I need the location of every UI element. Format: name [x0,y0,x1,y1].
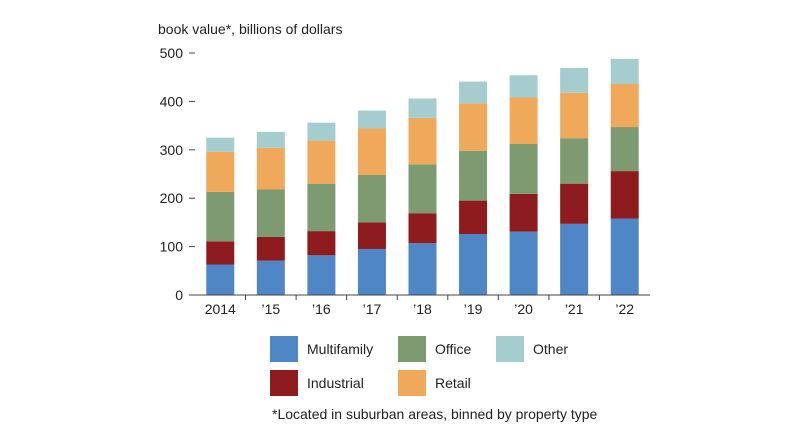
bar-retail-7 [560,92,589,139]
x-tick-label-4: ’18 [413,301,432,317]
bar-multifamily-7 [560,223,589,295]
bar-office-3 [357,174,386,223]
bar-multifamily-8 [610,218,639,295]
bar-industrial-7 [560,183,589,224]
bar-retail-0 [206,151,235,192]
y-tick-label-0: 0 [175,287,183,303]
y-tick-label-5: 500 [160,45,184,61]
legend-item-multifamily: Multifamily [270,336,373,362]
legend-swatch-multifamily [270,336,298,362]
bar-other-0 [206,137,235,152]
legend-label-office: Office [435,341,472,357]
bar-office-4 [408,164,437,214]
x-tick-label-2: ’16 [312,301,331,317]
bar-other-7 [560,68,589,93]
bar-retail-6 [509,97,538,144]
bar-industrial-4 [408,213,437,244]
bar-office-0 [206,191,235,242]
x-axis-ticks: 2014 ’15 ’16 ’17 ’18 ’19 ’20 ’21 ’22 [205,295,634,317]
bar-office-1 [256,189,285,237]
legend-item-other: Other [496,336,568,362]
bar-multifamily-2 [307,255,336,295]
y-tick-label-4: 400 [160,93,184,109]
bar-retail-1 [256,147,285,190]
bar-office-7 [560,138,589,184]
bar-industrial-8 [610,171,639,219]
bar-industrial-1 [256,236,285,261]
legend-swatch-industrial [270,370,298,396]
legend-label-other: Other [533,341,569,357]
x-tick-label-5: ’19 [464,301,483,317]
legend-label-industrial: Industrial [307,375,364,391]
bar-industrial-0 [206,241,235,265]
bar-other-4 [408,98,437,118]
y-axis-label: book value*, billions of dollars [158,21,342,37]
bar-industrial-6 [509,193,538,232]
bar-other-8 [610,58,639,84]
legend-swatch-office [398,336,426,362]
bar-industrial-2 [307,231,336,256]
legend-label-retail: Retail [435,375,471,391]
bar-retail-4 [408,117,437,165]
bar-other-5 [459,81,488,104]
y-axis-ticks: 0 100 200 300 400 500 [160,45,195,303]
bar-industrial-5 [459,200,488,235]
bar-multifamily-5 [459,234,488,295]
legend-item-industrial: Industrial [270,370,364,396]
x-tick-label-3: ’17 [363,301,382,317]
bar-multifamily-3 [357,249,386,295]
bar-retail-2 [307,140,336,184]
bar-multifamily-0 [206,264,235,295]
bar-other-3 [357,110,386,129]
bar-industrial-3 [357,222,386,250]
bar-other-6 [509,75,538,98]
x-tick-label-8: ’22 [615,301,634,317]
x-tick-label-6: ’20 [514,301,533,317]
legend: Multifamily Office Other Industrial Reta… [270,336,600,400]
legend-label-multifamily: Multifamily [307,341,374,357]
bar-office-8 [610,127,639,172]
bar-other-2 [307,122,336,141]
legend-swatch-retail [398,370,426,396]
bar-retail-5 [459,103,488,151]
x-tick-label-0: 2014 [205,301,236,317]
x-tick-label-1: ’15 [261,301,280,317]
bar-other-1 [256,131,285,148]
bar-office-5 [459,150,488,201]
legend-swatch-other [496,336,524,362]
bar-office-6 [509,143,538,194]
y-tick-label-3: 300 [160,142,184,158]
y-tick-label-1: 100 [160,239,184,255]
y-tick-label-2: 200 [160,190,184,206]
x-tick-label-7: ’21 [565,301,584,317]
bar-office-2 [307,183,336,232]
legend-item-retail: Retail [398,370,471,396]
footnote: *Located in suburban areas, binned by pr… [272,406,598,422]
bars [206,58,639,295]
bar-multifamily-1 [256,260,285,295]
bar-retail-8 [610,83,639,128]
bar-multifamily-4 [408,243,437,295]
legend-item-office: Office [398,336,471,362]
bar-multifamily-6 [509,231,538,295]
bar-retail-3 [357,128,386,175]
